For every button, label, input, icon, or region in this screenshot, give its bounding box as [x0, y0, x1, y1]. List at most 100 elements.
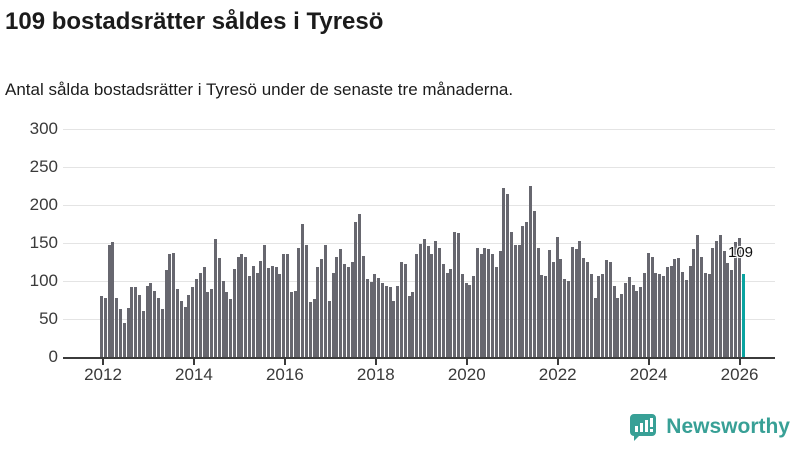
bar-month: [225, 292, 229, 357]
x-tick-label: 2014: [175, 365, 213, 384]
bar-month: [513, 245, 517, 357]
bar-month: [392, 300, 396, 357]
x-tick-mark: [192, 359, 195, 365]
x-axis-line: [63, 357, 775, 359]
bar-month: [635, 290, 639, 357]
bar-latest-month: [741, 274, 745, 357]
x-tick-mark: [738, 359, 741, 365]
bar-series: [100, 109, 746, 357]
bar-month: [426, 246, 430, 357]
bar-month: [350, 262, 354, 357]
x-tick-label: 2018: [356, 365, 395, 384]
bar-month: [472, 275, 476, 357]
y-tick-label: 100: [29, 271, 58, 290]
bar-month: [722, 250, 726, 357]
bar-month: [244, 256, 248, 357]
bar-month: [536, 247, 540, 357]
bar-month: [703, 272, 707, 357]
bar-month: [126, 307, 130, 357]
bar-month: [343, 264, 346, 357]
bar-month: [627, 277, 631, 357]
bar-month: [217, 258, 221, 357]
bar-month: [673, 258, 677, 357]
bar-month: [137, 295, 141, 357]
bar-month: [578, 240, 582, 357]
bar-month: [540, 274, 544, 357]
bar-month: [411, 292, 415, 357]
bar-month: [259, 261, 263, 357]
bar-month: [620, 293, 624, 357]
bar-month: [491, 253, 495, 357]
newsworthy-brand: Newsworthy: [628, 412, 790, 442]
bar-month: [551, 262, 555, 357]
bar-month: [187, 295, 191, 357]
bar-month: [369, 281, 373, 357]
bar-month: [586, 262, 589, 357]
bar-month: [373, 274, 377, 357]
bar-month: [335, 257, 339, 357]
bar-month: [149, 283, 153, 357]
brand-name: Newsworthy: [666, 415, 790, 438]
bar-month: [388, 287, 392, 357]
x-tick-mark: [556, 359, 559, 365]
bar-month: [168, 253, 172, 357]
bar-month: [604, 260, 608, 357]
bar-month: [324, 245, 328, 357]
bar-month: [544, 276, 548, 357]
bar-month: [240, 254, 244, 357]
bar-month: [487, 249, 491, 357]
bar-month: [179, 300, 183, 357]
bar-month: [639, 287, 643, 357]
bar-month: [305, 245, 309, 357]
bar-month: [289, 292, 293, 357]
bar-month: [346, 267, 350, 357]
bar-month: [529, 186, 533, 357]
bar-month: [654, 272, 658, 357]
bar-month: [680, 271, 684, 357]
bar-month: [377, 277, 381, 357]
bar-month: [183, 306, 187, 357]
bar-month: [449, 268, 453, 357]
bar-month: [320, 258, 324, 357]
bar-month: [202, 267, 206, 357]
x-tick-mark: [283, 359, 286, 365]
bar-month: [221, 281, 225, 357]
bar-month: [122, 322, 126, 357]
bar-month: [415, 253, 419, 357]
bar-month: [642, 272, 646, 357]
bar-month: [437, 247, 441, 357]
y-tick-label: 50: [39, 309, 58, 328]
bar-month: [361, 255, 365, 357]
bar-month: [118, 309, 122, 357]
bar-month: [111, 242, 115, 357]
bar-month: [601, 274, 605, 357]
page-title: 109 bostadsrätter såldes i Tyresö: [5, 8, 384, 35]
bar-month: [570, 246, 574, 357]
bar-month: [726, 262, 730, 357]
bar-month: [103, 297, 107, 357]
bar-month: [282, 253, 286, 357]
bar-month: [267, 268, 271, 357]
bar-month: [229, 299, 233, 357]
bar-month: [316, 267, 320, 357]
bar-month: [525, 221, 529, 357]
bar-month: [730, 270, 734, 357]
bar-month: [502, 188, 506, 357]
x-tick-label: 2022: [538, 365, 577, 384]
bar-month: [331, 272, 335, 357]
bar-month: [616, 297, 620, 357]
bar-month: [434, 240, 438, 357]
bar-month: [141, 311, 145, 357]
bar-month: [696, 234, 700, 357]
bar-month: [236, 256, 240, 357]
bar-month: [327, 300, 331, 357]
chart-subtitle: Antal sålda bostadsrätter i Tyresö under…: [5, 80, 514, 99]
bar-month: [597, 275, 601, 357]
bar-month: [194, 278, 198, 357]
bar-month: [548, 249, 552, 357]
bar-month: [418, 243, 422, 357]
bar-month: [339, 249, 343, 357]
bar-month: [559, 258, 563, 357]
